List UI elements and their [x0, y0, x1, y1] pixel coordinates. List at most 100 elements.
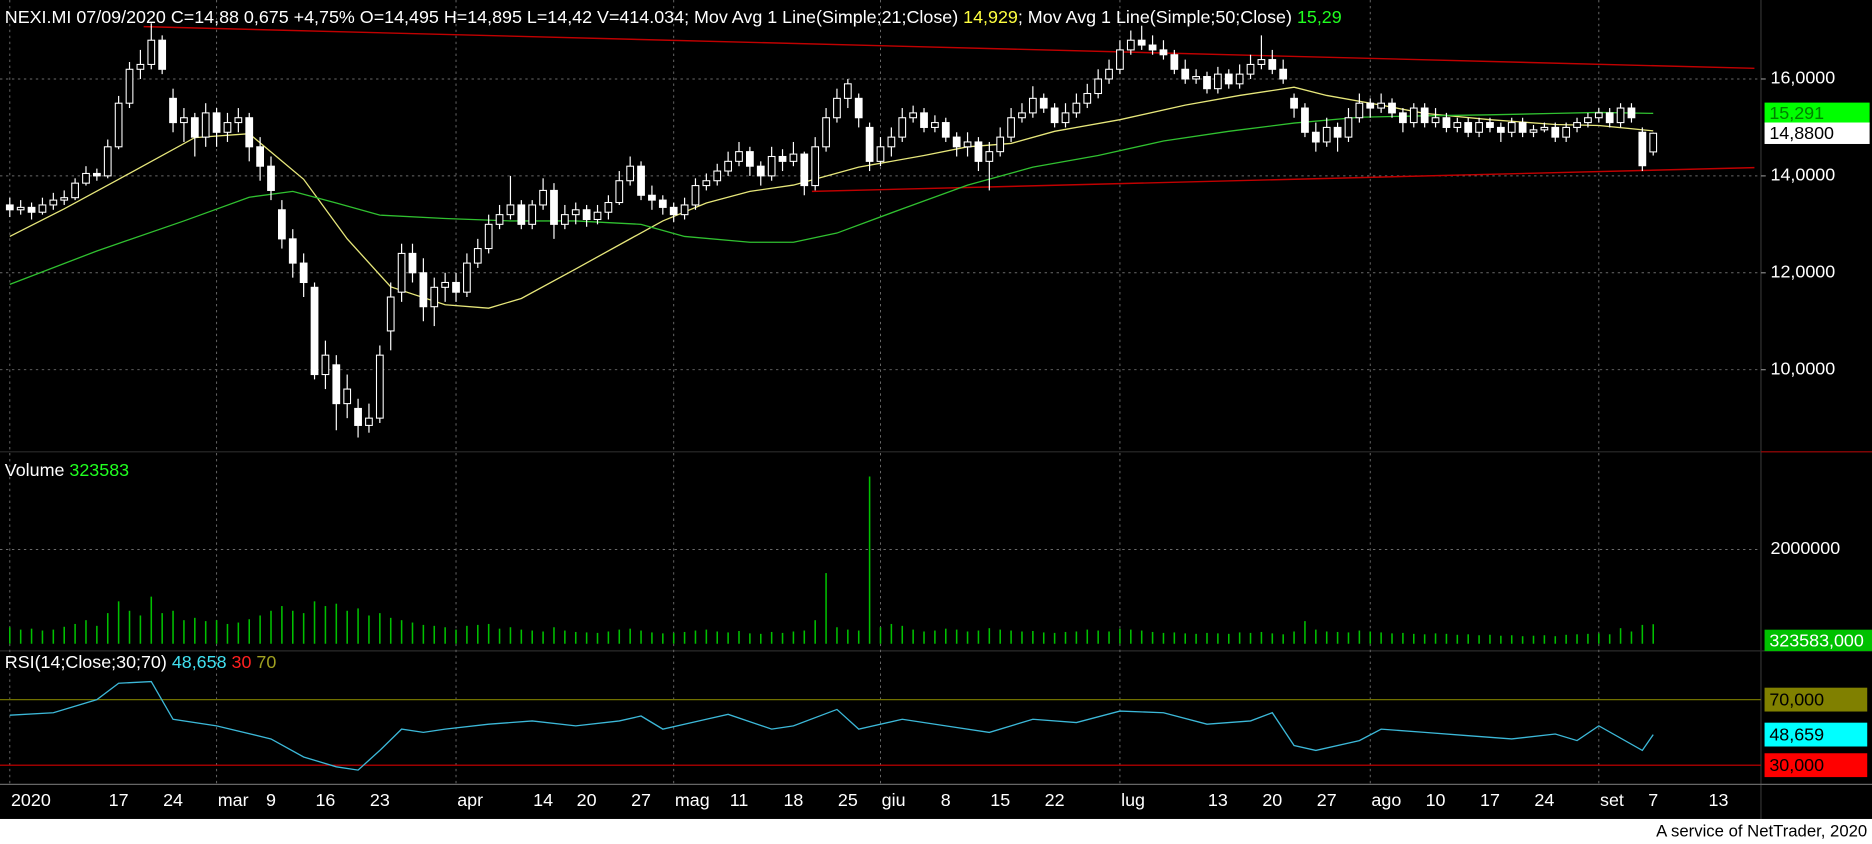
candle-body [1105, 68, 1113, 80]
x-tick-label: mar [218, 790, 249, 810]
candle-body [386, 296, 395, 332]
candle-body [1311, 131, 1320, 143]
candle-body [397, 252, 406, 293]
candle-body [1638, 131, 1647, 167]
candle-body [702, 180, 711, 187]
candle-body [1453, 122, 1462, 128]
candle-body [1475, 122, 1483, 133]
volume-tick-label: 2000000 [1771, 538, 1841, 558]
candle-body [517, 204, 526, 225]
x-tick-label: 27 [631, 790, 651, 810]
candle-body [843, 83, 852, 99]
candle-body [1322, 126, 1331, 143]
candle-body [560, 214, 569, 225]
candle-body [865, 126, 874, 162]
candle-body [604, 201, 613, 213]
candle-body [299, 262, 308, 284]
candle-body [746, 151, 754, 167]
candle-body [822, 117, 830, 148]
candle-body [1399, 112, 1407, 124]
candle-body [60, 197, 69, 201]
candle-body [1126, 39, 1135, 51]
x-tick-label: 13 [1709, 790, 1729, 810]
y-tick-label: 16,0000 [1771, 68, 1836, 88]
candle-body [1627, 107, 1636, 119]
candle-body [506, 204, 515, 216]
rsi-level-box [1764, 687, 1868, 712]
candle-body [1018, 112, 1026, 119]
candle-body [419, 272, 428, 308]
candle-body [528, 204, 537, 225]
candle-body [854, 97, 863, 119]
candle-body [713, 170, 722, 182]
candle-body [1366, 102, 1375, 109]
candle-body [920, 112, 928, 128]
candle-body [833, 97, 841, 119]
candle-body [735, 151, 743, 162]
candle-body [1442, 117, 1451, 128]
x-tick-label: 17 [109, 790, 129, 810]
candle-body [1344, 117, 1353, 138]
candle-body [876, 146, 885, 162]
rsi-line [9, 680, 1654, 771]
candle-body [5, 204, 14, 211]
candle-body [114, 102, 123, 148]
candle-body [27, 206, 36, 213]
candle-body [1246, 63, 1255, 75]
candle-body [125, 68, 134, 104]
candle-body [212, 112, 221, 133]
candle-body [245, 117, 254, 148]
candle-body [1279, 68, 1288, 80]
rsi-value-box [1764, 722, 1868, 747]
candle-body [756, 165, 765, 177]
x-tick-label: apr [457, 790, 483, 810]
candle-body [1431, 117, 1440, 124]
price-label: 15,291 [1769, 103, 1824, 123]
candle-body [789, 153, 798, 162]
candle-body [1551, 126, 1560, 138]
x-tick-label: 25 [838, 790, 858, 810]
volume-box-label: 323583,000 [1769, 630, 1864, 650]
candle-body [1137, 39, 1146, 46]
moving-average-line [9, 86, 1654, 309]
x-tick-label: 27 [1317, 790, 1337, 810]
candle-body [1290, 97, 1298, 109]
candle-body [963, 141, 972, 148]
trend-line [811, 166, 1755, 193]
candle-body [1301, 107, 1309, 133]
volume-label-box [1764, 629, 1872, 652]
candle-body [1594, 112, 1603, 119]
candle-body [550, 189, 558, 225]
candle-body [38, 204, 47, 213]
rsi-label: RSI(14;Close;30;70) [5, 652, 172, 672]
candle-body [147, 39, 156, 65]
candle-body [1649, 132, 1658, 153]
x-tick-label: mag [675, 790, 710, 810]
volume-label: Volume [5, 460, 70, 480]
candle-body [441, 281, 450, 288]
candle-body [1605, 112, 1614, 124]
candle-body [190, 117, 199, 138]
candle-body [539, 189, 547, 206]
x-tick-label: 13 [1208, 790, 1228, 810]
candle-body [1388, 102, 1396, 114]
candle-body [278, 209, 286, 240]
trend-line [143, 25, 1755, 70]
candle-body [1464, 122, 1473, 133]
volume-current: 323583 [69, 460, 129, 480]
candle-body [1028, 97, 1037, 114]
candle-body [767, 155, 776, 177]
candle-body [1518, 122, 1527, 133]
candle-body [1050, 107, 1059, 124]
candle-body [691, 185, 700, 206]
candle-body [898, 117, 907, 138]
candle-body [136, 63, 145, 70]
candle-body [1083, 92, 1092, 104]
candle-body [408, 252, 417, 274]
candle-body [1039, 97, 1048, 109]
candle-body [375, 354, 384, 419]
candle-body [778, 155, 787, 162]
x-tick-label: set [1600, 790, 1624, 810]
x-tick-label: 10 [1426, 790, 1446, 810]
candle-body [16, 206, 25, 211]
